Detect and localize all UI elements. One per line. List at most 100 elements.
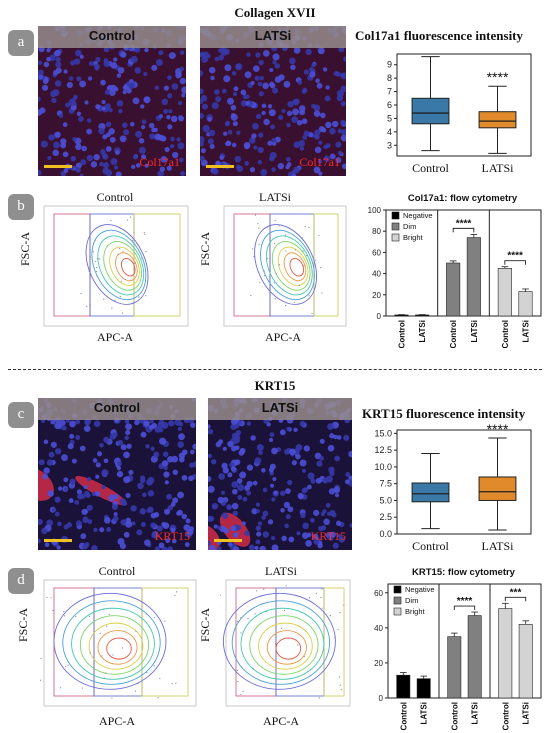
nucleus-dot	[192, 443, 196, 450]
nucleus-dot	[113, 57, 118, 62]
nucleus-dot	[93, 527, 98, 533]
nucleus-dot	[79, 445, 86, 452]
event-dot	[112, 654, 114, 656]
nucleus-dot	[208, 515, 215, 522]
nucleus-dot	[172, 469, 179, 475]
nucleus-dot	[286, 110, 293, 116]
nucleus-dot	[343, 56, 346, 62]
nucleus-dot	[262, 487, 268, 493]
event-dot	[263, 270, 265, 272]
nucleus-dot	[258, 450, 263, 456]
nucleus-dot	[131, 521, 136, 526]
nucleus-dot	[200, 112, 204, 119]
legend-swatch	[393, 607, 402, 616]
nucleus-dot	[272, 477, 277, 482]
event-dot	[329, 615, 331, 617]
nucleus-dot	[324, 95, 331, 102]
nucleus-dot	[221, 88, 227, 94]
nucleus-dot	[312, 533, 319, 540]
nucleus-dot	[329, 509, 336, 517]
nucleus-dot	[134, 67, 142, 74]
nucleus-dot	[255, 539, 261, 545]
density-contour	[275, 637, 302, 660]
y-tick-label: 5	[387, 113, 392, 123]
y-tick-label: 60	[372, 248, 381, 257]
nucleus-dot	[117, 439, 124, 446]
nucleus-dot	[299, 146, 305, 151]
nucleus-dot	[314, 146, 322, 154]
nucleus-dot	[221, 512, 229, 519]
nucleus-dot	[271, 544, 279, 550]
nucleus-dot	[86, 476, 92, 482]
nucleus-dot	[200, 148, 206, 154]
nucleus-dot	[348, 450, 352, 458]
nucleus-dot	[209, 143, 215, 150]
nucleus-dot	[170, 527, 176, 533]
nucleus-dot	[215, 96, 222, 103]
nucleus-dot	[91, 491, 97, 497]
event-dot	[318, 697, 320, 699]
nucleus-dot	[310, 478, 316, 484]
bar-bright-control	[498, 608, 513, 699]
nucleus-dot	[179, 77, 186, 85]
nucleus-dot	[68, 498, 74, 504]
nucleus-dot	[161, 98, 169, 106]
section-title-krt15: KRT15	[254, 378, 296, 393]
nucleus-dot	[165, 538, 171, 544]
nucleus-dot	[134, 419, 140, 426]
event-dot	[240, 632, 242, 634]
nucleus-dot	[159, 166, 166, 172]
nucleus-dot	[100, 79, 106, 86]
nucleus-dot	[103, 458, 109, 464]
nucleus-dot	[105, 146, 112, 152]
event-dot	[39, 679, 42, 681]
flow-plot-b-control	[43, 205, 189, 327]
nucleus-dot	[52, 149, 59, 157]
nucleus-dot	[170, 115, 178, 123]
nucleus-dot	[75, 162, 82, 169]
event-dot	[274, 220, 276, 222]
bar-dim-latsi	[466, 237, 481, 317]
nucleus-dot	[176, 511, 181, 516]
nucleus-dot	[38, 74, 44, 80]
nucleus-dot	[85, 492, 91, 498]
event-dot	[117, 253, 119, 256]
nucleus-dot	[286, 156, 291, 162]
legend-swatch	[393, 585, 402, 594]
event-dot	[299, 302, 301, 305]
nucleus-dot	[210, 75, 215, 81]
nucleus-dot	[157, 170, 164, 176]
image-header-band	[38, 26, 186, 48]
nucleus-dot	[322, 67, 328, 72]
nucleus-dot	[301, 118, 308, 125]
nucleus-dot	[62, 151, 69, 158]
y-tick-label: 2.5	[379, 512, 392, 522]
nucleus-dot	[51, 97, 57, 104]
nucleus-dot	[268, 155, 275, 162]
nucleus-dot	[200, 70, 204, 77]
nucleus-dot	[299, 420, 306, 427]
nucleus-dot	[246, 421, 251, 426]
event-dot	[273, 282, 275, 284]
nucleus-dot	[151, 64, 158, 71]
legend-label: Negative	[403, 211, 433, 220]
event-dot	[63, 615, 66, 617]
nucleus-dot	[55, 67, 62, 74]
legend-label: Bright	[405, 607, 426, 616]
nucleus-dot	[192, 461, 196, 468]
nucleus-dot	[158, 542, 165, 549]
nucleus-dot	[50, 419, 56, 425]
nucleus-dot	[164, 480, 169, 485]
nucleus-dot	[172, 497, 179, 504]
nucleus-dot	[227, 472, 233, 478]
flow-ylabel: FSC-A	[198, 607, 212, 642]
scale-bar	[206, 165, 234, 168]
event-dot	[174, 594, 176, 597]
nucleus-dot	[83, 543, 89, 549]
nucleus-dot	[274, 76, 282, 83]
event-dot	[120, 280, 122, 282]
nucleus-dot	[95, 474, 100, 479]
event-dot	[311, 312, 313, 315]
nucleus-dot	[47, 490, 54, 497]
nucleus-dot	[338, 536, 345, 543]
